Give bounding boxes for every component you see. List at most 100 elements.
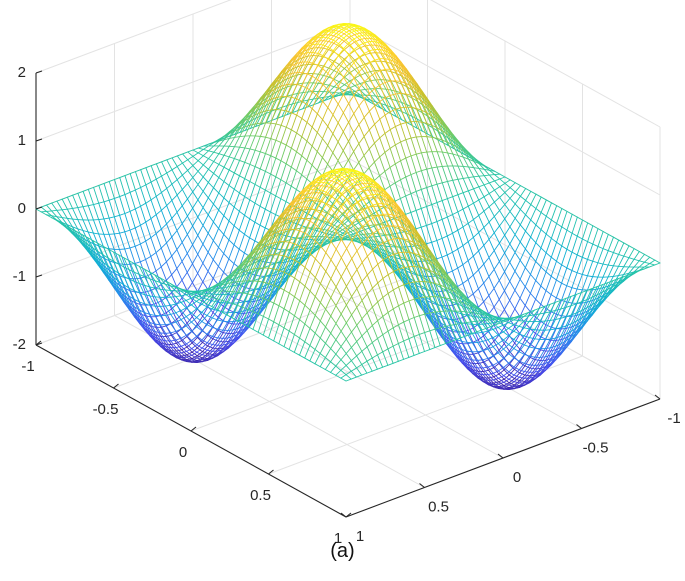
mesh-segment <box>176 249 183 262</box>
mesh-segment <box>524 339 531 345</box>
mesh-segment <box>492 370 499 374</box>
mesh-segment <box>270 81 277 92</box>
mesh-segment <box>571 288 578 304</box>
mesh-segment <box>218 233 225 248</box>
mesh-segment <box>379 97 386 102</box>
mesh-segment <box>223 215 230 222</box>
mesh-segment <box>492 384 500 389</box>
mesh-segment <box>285 182 292 187</box>
mesh-segment <box>337 48 345 57</box>
mesh-segment <box>134 277 141 280</box>
mesh-segment <box>592 245 599 262</box>
mesh-segment <box>410 121 417 138</box>
mesh-segment <box>581 307 588 311</box>
mesh-segment <box>483 282 490 296</box>
mesh-segment <box>477 288 485 303</box>
mesh-segment <box>369 71 377 81</box>
mesh-segment <box>452 194 459 198</box>
mesh-segment <box>592 262 599 278</box>
mesh-segment <box>343 45 350 51</box>
mesh-segment <box>410 172 417 176</box>
mesh-segment <box>482 377 489 384</box>
mesh-segment <box>124 213 131 231</box>
mesh-segment <box>286 76 293 88</box>
surface-mesh <box>35 23 661 390</box>
mesh-segment <box>145 240 152 257</box>
mesh-segment <box>176 153 183 157</box>
mesh-segment <box>425 296 432 301</box>
mesh-segment <box>306 39 314 47</box>
mesh-segment <box>181 313 188 324</box>
mesh-segment <box>467 202 474 207</box>
mesh-segment <box>333 29 340 32</box>
mesh-segment <box>389 126 396 131</box>
mesh-segment <box>51 202 58 211</box>
mesh-segment <box>369 62 376 74</box>
mesh-segment <box>211 335 219 339</box>
mesh-segment <box>405 93 412 96</box>
mesh-segment <box>186 356 193 361</box>
mesh-segment <box>186 271 193 283</box>
mesh-segment <box>389 80 397 95</box>
mesh-segment <box>380 52 387 63</box>
mesh-segment <box>612 265 619 277</box>
mesh-segment <box>364 81 371 90</box>
mesh-segment <box>239 159 246 163</box>
mesh-segment <box>139 309 146 314</box>
mesh-segment <box>306 104 313 110</box>
mesh-segment <box>493 232 500 244</box>
mesh-segment <box>327 72 334 80</box>
mesh-segment <box>129 173 136 191</box>
mesh-segment <box>154 323 161 326</box>
mesh-segment <box>322 83 329 91</box>
mesh-segment <box>379 118 386 134</box>
mesh-segment <box>233 206 240 212</box>
mesh-segment <box>389 94 396 110</box>
mesh-segment <box>212 312 219 318</box>
mesh-segment <box>243 272 250 288</box>
mesh-segment <box>284 270 292 275</box>
mesh-segment <box>576 219 583 237</box>
mesh-segment <box>612 239 620 254</box>
mesh-segment <box>457 211 464 228</box>
mesh-segment <box>457 264 464 269</box>
mesh-segment <box>269 195 277 213</box>
mesh-segment <box>498 381 505 386</box>
mesh-segment <box>535 298 542 305</box>
mesh-segment <box>540 247 547 254</box>
mesh-segment <box>228 206 235 222</box>
mesh-segment <box>249 114 256 126</box>
mesh-segment <box>384 58 391 70</box>
mesh-segment <box>602 248 609 252</box>
mesh-segment <box>607 265 614 278</box>
mesh-segment <box>322 72 329 85</box>
mesh-segment <box>565 336 572 342</box>
mesh-segment <box>468 158 475 162</box>
mesh-segment <box>218 209 225 217</box>
mesh-segment <box>228 130 236 135</box>
mesh-segment <box>534 356 541 366</box>
mesh-segment <box>436 218 443 222</box>
mesh-segment <box>482 361 489 371</box>
mesh-segment <box>544 354 551 364</box>
mesh-segment <box>207 221 214 234</box>
mesh-segment <box>202 262 209 272</box>
mesh-segment <box>425 309 432 321</box>
mesh-segment <box>217 337 224 346</box>
mesh-segment <box>306 91 313 106</box>
mesh-segment <box>253 309 260 315</box>
mesh-segment <box>197 216 204 226</box>
mesh-segment <box>493 340 500 351</box>
mesh-segment <box>421 121 428 124</box>
mesh-segment <box>76 231 84 241</box>
mesh-segment <box>493 261 500 270</box>
mesh-segment <box>139 304 146 317</box>
mesh-segment <box>321 221 328 225</box>
mesh-segment <box>498 386 505 389</box>
mesh-segment <box>452 144 459 149</box>
mesh-segment <box>300 236 307 247</box>
mesh-segment <box>306 121 313 128</box>
mesh-segment <box>421 121 428 135</box>
mesh-segment <box>254 112 261 125</box>
mesh-segment <box>431 136 438 153</box>
